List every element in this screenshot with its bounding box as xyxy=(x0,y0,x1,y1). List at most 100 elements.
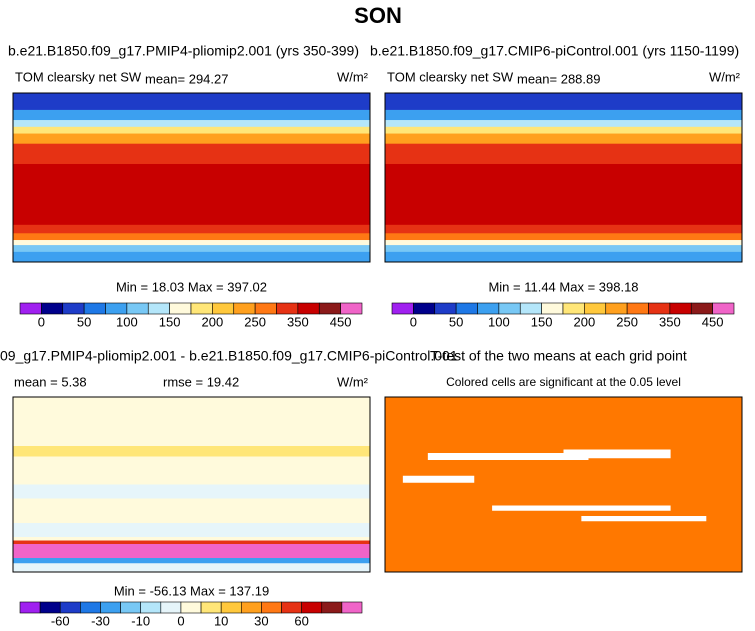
colorbar-box xyxy=(605,302,628,315)
colorbar-box xyxy=(41,302,64,315)
colorbar-box xyxy=(519,302,542,315)
map-shade xyxy=(13,251,370,262)
colorbar-box xyxy=(281,601,302,614)
colorbar-box xyxy=(233,302,256,315)
map-frame xyxy=(384,92,743,263)
colorbar-box xyxy=(562,302,585,315)
map-shade xyxy=(385,133,742,145)
colorbar-label: 0 xyxy=(38,314,45,329)
left-label: mean = 5.38 xyxy=(14,374,87,389)
colorbar-label: 0 xyxy=(410,314,417,329)
colorbar-label: 30 xyxy=(254,613,268,628)
min-max: Min = 11.44 Max = 398.18 xyxy=(488,279,638,294)
colorbar-label: 50 xyxy=(77,314,91,329)
units: W/m² xyxy=(337,69,369,84)
colorbar-box xyxy=(413,302,436,315)
map-shade xyxy=(385,251,742,262)
panel-title: T-test of the two means at each grid poi… xyxy=(430,348,687,364)
map-shade xyxy=(13,233,370,242)
map-shade xyxy=(427,453,589,460)
map xyxy=(385,397,742,572)
center-label: rmse = 19.42 xyxy=(163,374,239,389)
colorbar-box xyxy=(391,302,414,315)
map-frame xyxy=(12,396,371,573)
colorbar-label: -60 xyxy=(51,613,70,628)
colorbar-label: 100 xyxy=(116,314,138,329)
map-shade xyxy=(13,143,370,165)
map-frame xyxy=(384,396,743,573)
map-shade xyxy=(13,133,370,145)
colorbar-label: 10 xyxy=(214,613,228,628)
colorbar-label: 200 xyxy=(202,314,224,329)
panel-subtitle: Colored cells are significant at the 0.0… xyxy=(446,375,681,389)
colorbar-label: 0 xyxy=(177,613,184,628)
colorbar-label: 200 xyxy=(574,314,596,329)
colorbar-box xyxy=(147,302,170,315)
map-shade xyxy=(13,109,370,122)
map-shade xyxy=(563,449,671,459)
colorbar-box xyxy=(39,601,61,614)
map-shade xyxy=(13,163,370,226)
map-shade xyxy=(13,544,370,559)
colorbar-label: 450 xyxy=(702,314,724,329)
colorbar-box xyxy=(240,601,262,614)
colorbar-label: -10 xyxy=(131,613,150,628)
map-shade xyxy=(385,397,742,572)
colorbar-box xyxy=(19,302,42,315)
map-shade xyxy=(581,516,707,522)
colorbar-box xyxy=(321,601,343,614)
colorbar-box xyxy=(169,302,192,315)
colorbar-box xyxy=(455,302,478,315)
left-label: TOM clearsky net SW xyxy=(15,69,142,84)
colorbar-box xyxy=(80,601,101,614)
map-shade xyxy=(13,498,370,524)
colorbar-box xyxy=(100,601,121,614)
colorbar-box xyxy=(648,302,671,315)
map-frame xyxy=(12,92,371,263)
map-shade xyxy=(13,484,370,500)
colorbar-box xyxy=(584,302,607,315)
colorbar-box xyxy=(220,601,242,614)
panel-title: b.e21.B1850.f09_g17.PMIP4-pliomip2.001 (… xyxy=(8,43,359,59)
colorbar-box xyxy=(83,302,106,315)
colorbar-label: 150 xyxy=(531,314,553,329)
colorbar-box xyxy=(190,302,213,315)
colorbar-box xyxy=(297,302,320,315)
map-shade xyxy=(402,475,475,483)
center-label: mean= 294.27 xyxy=(145,71,228,86)
colorbar-box xyxy=(140,601,162,614)
map-shade xyxy=(385,143,742,165)
map-shade xyxy=(13,397,370,447)
map-shade xyxy=(13,540,370,545)
colorbar-box xyxy=(105,302,128,315)
colorbar-box xyxy=(120,601,142,614)
map-shade xyxy=(385,233,742,242)
colorbar-label: 60 xyxy=(294,613,308,628)
min-max: Min = 18.03 Max = 397.02 xyxy=(116,279,267,294)
map-shade xyxy=(385,163,742,226)
min-max: Min = -56.13 Max = 137.19 xyxy=(114,583,269,598)
map-shade xyxy=(385,245,742,253)
colorbar-label: 250 xyxy=(244,314,266,329)
colorbar-box xyxy=(340,302,363,315)
panel-title: 09_g17.PMIP4-pliomip2.001 - b.e21.B1850.… xyxy=(0,348,458,364)
colorbar-label: 250 xyxy=(616,314,638,329)
units: W/m² xyxy=(709,69,741,84)
map-shade xyxy=(13,126,370,135)
colorbar-box xyxy=(341,601,363,614)
map-shade xyxy=(13,224,370,235)
colorbar-box xyxy=(180,601,202,614)
colorbar-box xyxy=(477,302,500,315)
left-label: TOM clearsky net SW xyxy=(387,69,514,84)
colorbar-box xyxy=(212,302,235,315)
colorbar-box xyxy=(690,302,713,315)
colorbar-box xyxy=(261,601,282,614)
map-shade xyxy=(492,505,671,511)
map-shade xyxy=(385,120,742,128)
map xyxy=(385,93,742,262)
colorbar-box xyxy=(434,302,457,315)
units: W/m² xyxy=(337,374,369,389)
colorbar-label: 350 xyxy=(659,314,681,329)
colorbar-box xyxy=(160,601,182,614)
colorbar-label: 50 xyxy=(449,314,463,329)
